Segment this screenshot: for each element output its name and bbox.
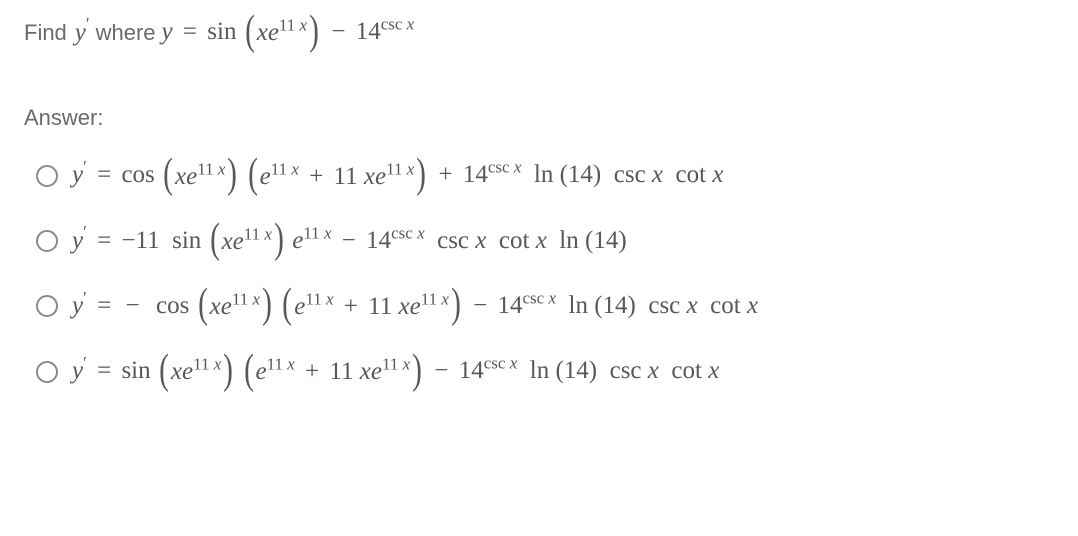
- lparen-icon: (: [245, 19, 255, 44]
- option-row[interactable]: y′ = cos ( xe11 x ) ( e11 x + 11 xe11 x …: [36, 161, 1054, 190]
- option-expression: y′ = cos ( xe11 x ) ( e11 x + 11 xe11 x …: [72, 161, 723, 190]
- question-prefix: Find: [24, 20, 67, 46]
- option-row[interactable]: y′ = sin ( xe11 x ) ( e11 x + 11 xe11 x …: [36, 357, 1054, 386]
- options-group: y′ = cos ( xe11 x ) ( e11 x + 11 xe11 x …: [24, 161, 1054, 386]
- answer-label: Answer:: [24, 105, 1054, 131]
- question-var: y′: [75, 19, 90, 47]
- radio-icon[interactable]: [36, 295, 58, 317]
- question-expression: y = sin ( xe11 x ) − 14csc x: [162, 18, 415, 47]
- option-row[interactable]: y′ = −11 sin ( xe11 x ) e11 x − 14csc x …: [36, 227, 1054, 256]
- radio-icon[interactable]: [36, 361, 58, 383]
- question-line: Find y′ where y = sin ( xe11 x ) − 14csc…: [24, 18, 1054, 47]
- option-expression: y′ = − cos ( xe11 x ) ( e11 x + 11 xe11 …: [72, 292, 758, 321]
- radio-icon[interactable]: [36, 230, 58, 252]
- option-expression: y′ = −11 sin ( xe11 x ) e11 x − 14csc x …: [72, 227, 627, 256]
- rparen-icon: ): [309, 19, 319, 44]
- question-where: where: [96, 20, 156, 46]
- radio-icon[interactable]: [36, 165, 58, 187]
- option-row[interactable]: y′ = − cos ( xe11 x ) ( e11 x + 11 xe11 …: [36, 292, 1054, 321]
- option-expression: y′ = sin ( xe11 x ) ( e11 x + 11 xe11 x …: [72, 357, 719, 386]
